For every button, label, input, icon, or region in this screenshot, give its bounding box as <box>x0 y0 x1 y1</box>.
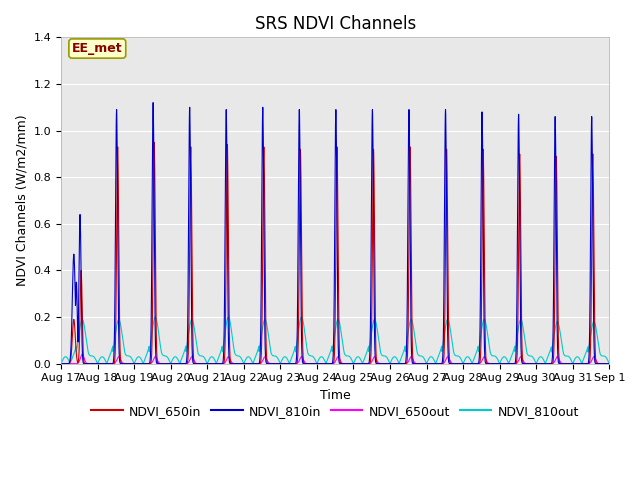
NDVI_650out <box>239 361 247 367</box>
NDVI_810in <box>390 361 397 367</box>
NDVI_810in <box>321 361 328 367</box>
NDVI_650out <box>580 361 588 367</box>
NDVI_650in <box>321 361 328 367</box>
NDVI_650out <box>166 361 174 367</box>
NDVI_650in <box>390 361 397 367</box>
NDVI_810out <box>390 354 397 360</box>
NDVI_810out <box>321 358 328 363</box>
Title: SRS NDVI Channels: SRS NDVI Channels <box>255 15 416 33</box>
NDVI_810out <box>152 314 159 320</box>
NDVI_650in <box>150 139 158 145</box>
NDVI_810out <box>605 361 613 367</box>
NDVI_650in <box>57 361 65 367</box>
NDVI_650in <box>239 361 247 367</box>
NDVI_810in <box>57 361 65 367</box>
NDVI_650out <box>276 361 284 367</box>
Line: NDVI_810out: NDVI_810out <box>61 317 609 364</box>
NDVI_650out <box>78 351 86 357</box>
Line: NDVI_810in: NDVI_810in <box>61 103 609 364</box>
NDVI_650in <box>605 361 613 367</box>
NDVI_810out <box>57 361 65 367</box>
NDVI_810out <box>166 360 174 366</box>
NDVI_650in <box>166 361 174 367</box>
NDVI_810in <box>605 361 613 367</box>
Line: NDVI_650in: NDVI_650in <box>61 142 609 364</box>
NDVI_650in <box>276 361 284 367</box>
Legend: NDVI_650in, NDVI_810in, NDVI_650out, NDVI_810out: NDVI_650in, NDVI_810in, NDVI_650out, NDV… <box>86 400 584 423</box>
NDVI_810out <box>580 354 588 360</box>
Y-axis label: NDVI Channels (W/m2/mm): NDVI Channels (W/m2/mm) <box>15 115 28 287</box>
NDVI_650in <box>534 361 542 367</box>
NDVI_810in <box>581 361 589 367</box>
NDVI_650out <box>605 361 613 367</box>
NDVI_650out <box>57 361 65 367</box>
NDVI_810in <box>166 361 174 367</box>
NDVI_810in <box>276 361 284 367</box>
NDVI_810out <box>239 359 247 365</box>
NDVI_810in <box>149 100 157 106</box>
NDVI_650out <box>321 361 328 367</box>
NDVI_650out <box>390 361 397 367</box>
NDVI_810in <box>570 361 577 367</box>
Text: EE_met: EE_met <box>72 42 123 55</box>
Line: NDVI_650out: NDVI_650out <box>61 354 609 364</box>
NDVI_810out <box>276 359 284 364</box>
NDVI_650in <box>581 361 589 367</box>
X-axis label: Time: Time <box>320 389 351 402</box>
NDVI_810in <box>239 361 247 367</box>
